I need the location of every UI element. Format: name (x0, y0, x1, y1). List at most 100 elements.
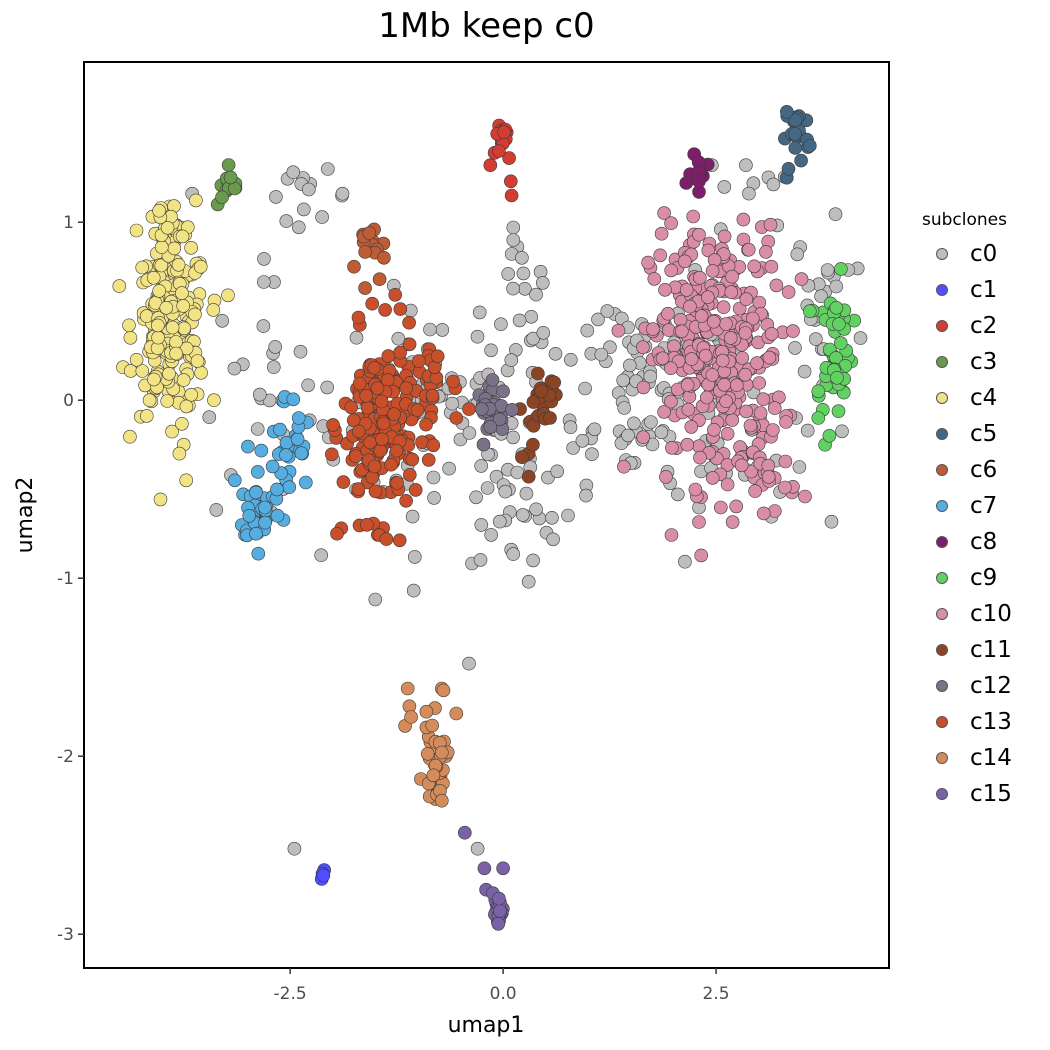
data-point-c4 (123, 429, 137, 444)
data-point-c10 (677, 254, 692, 269)
data-point-c10 (759, 245, 773, 259)
data-point-c13 (348, 449, 363, 464)
data-point-c9 (832, 317, 846, 331)
data-point-c13 (344, 400, 359, 415)
data-point-c0 (627, 416, 641, 431)
data-point-c0 (516, 266, 531, 281)
data-point-c4 (184, 387, 198, 402)
data-point-c0 (788, 341, 802, 355)
data-point-c4 (147, 372, 161, 387)
y-tick-label: 1 (63, 213, 74, 233)
data-point-c0 (250, 422, 265, 436)
series-c9 (802, 262, 862, 452)
data-point-c4 (129, 352, 144, 367)
data-point-c13 (370, 381, 385, 395)
data-point-c0 (293, 344, 308, 359)
data-point-c4 (140, 409, 154, 423)
legend-dot-icon (936, 680, 948, 692)
series-c7 (228, 390, 314, 561)
data-point-c0 (474, 518, 489, 532)
data-point-c4 (193, 259, 208, 274)
legend-dot-icon (936, 644, 948, 656)
x-axis-title: umap1 (448, 1013, 525, 1038)
data-point-c13 (330, 526, 344, 541)
data-point-c13 (365, 296, 380, 311)
data-point-c0 (472, 305, 487, 320)
data-point-c10 (756, 506, 771, 521)
legend-label: c9 (970, 565, 998, 591)
data-point-c10 (664, 216, 678, 230)
data-point-c10 (739, 404, 754, 419)
data-point-c4 (153, 492, 168, 507)
data-point-c12 (496, 384, 510, 399)
data-point-c10 (611, 323, 626, 338)
legend-item-c6: c6 (922, 452, 1047, 488)
data-point-c10 (647, 272, 662, 286)
data-point-c10 (646, 322, 660, 336)
data-point-c0 (512, 313, 527, 328)
data-point-c4 (188, 307, 202, 322)
data-point-c7 (241, 439, 255, 454)
data-point-c13 (425, 388, 440, 403)
y-tick-label: -2 (57, 747, 74, 767)
legend-dot-icon (936, 536, 948, 548)
data-point-c0 (579, 488, 593, 503)
data-point-c13 (389, 443, 404, 458)
data-point-c10 (686, 209, 701, 224)
data-point-c0 (301, 378, 315, 393)
data-point-c0 (315, 210, 329, 224)
legend-label: c4 (970, 385, 998, 411)
data-point-c0 (535, 276, 550, 290)
data-point-c0 (814, 289, 828, 304)
legend-dot-icon (936, 500, 948, 512)
data-point-c7 (294, 446, 309, 461)
data-point-c0 (617, 401, 632, 415)
data-point-c0 (717, 180, 732, 194)
data-point-c12 (492, 412, 507, 427)
data-point-c4 (160, 394, 174, 408)
data-point-c14 (449, 706, 464, 721)
data-point-c0 (296, 202, 311, 217)
data-point-c4 (139, 309, 154, 323)
data-point-c10 (739, 292, 754, 307)
data-point-c0 (320, 380, 335, 395)
data-point-c13 (446, 374, 460, 389)
data-point-c11 (521, 469, 536, 484)
data-point-c5 (788, 141, 803, 155)
data-point-c7 (282, 480, 297, 495)
data-point-c10 (766, 423, 780, 437)
data-point-c9 (811, 411, 826, 425)
data-point-c11 (547, 375, 562, 390)
data-point-c4 (151, 330, 165, 345)
data-point-c10 (684, 352, 699, 366)
series-c12 (472, 373, 519, 452)
data-point-c10 (786, 324, 800, 338)
data-point-c12 (474, 402, 489, 416)
data-point-c6 (362, 226, 377, 240)
legend-label: c0 (970, 241, 998, 267)
data-point-c0 (529, 502, 543, 517)
data-point-c13 (352, 376, 367, 391)
data-point-c0 (644, 415, 658, 429)
data-point-c2 (503, 174, 518, 189)
data-point-c0 (678, 554, 692, 569)
data-point-c4 (175, 286, 189, 300)
data-point-c10 (735, 351, 750, 365)
data-point-c10 (752, 376, 767, 390)
data-point-c7 (290, 432, 305, 446)
data-point-c7 (273, 422, 287, 437)
data-point-c10 (699, 390, 714, 405)
data-point-c0 (800, 423, 815, 438)
data-point-c4 (162, 366, 176, 381)
data-point-c5 (781, 162, 796, 176)
data-point-c4 (152, 284, 166, 298)
data-point-c0 (797, 364, 812, 379)
data-point-c13 (388, 287, 403, 302)
data-point-c0 (533, 264, 548, 279)
data-point-c0 (501, 267, 516, 281)
legend-item-c15: c15 (922, 776, 1047, 812)
data-point-c4 (142, 393, 157, 408)
data-point-c0 (268, 340, 283, 354)
data-point-c0 (470, 329, 485, 344)
legend-dot-icon (936, 788, 948, 800)
